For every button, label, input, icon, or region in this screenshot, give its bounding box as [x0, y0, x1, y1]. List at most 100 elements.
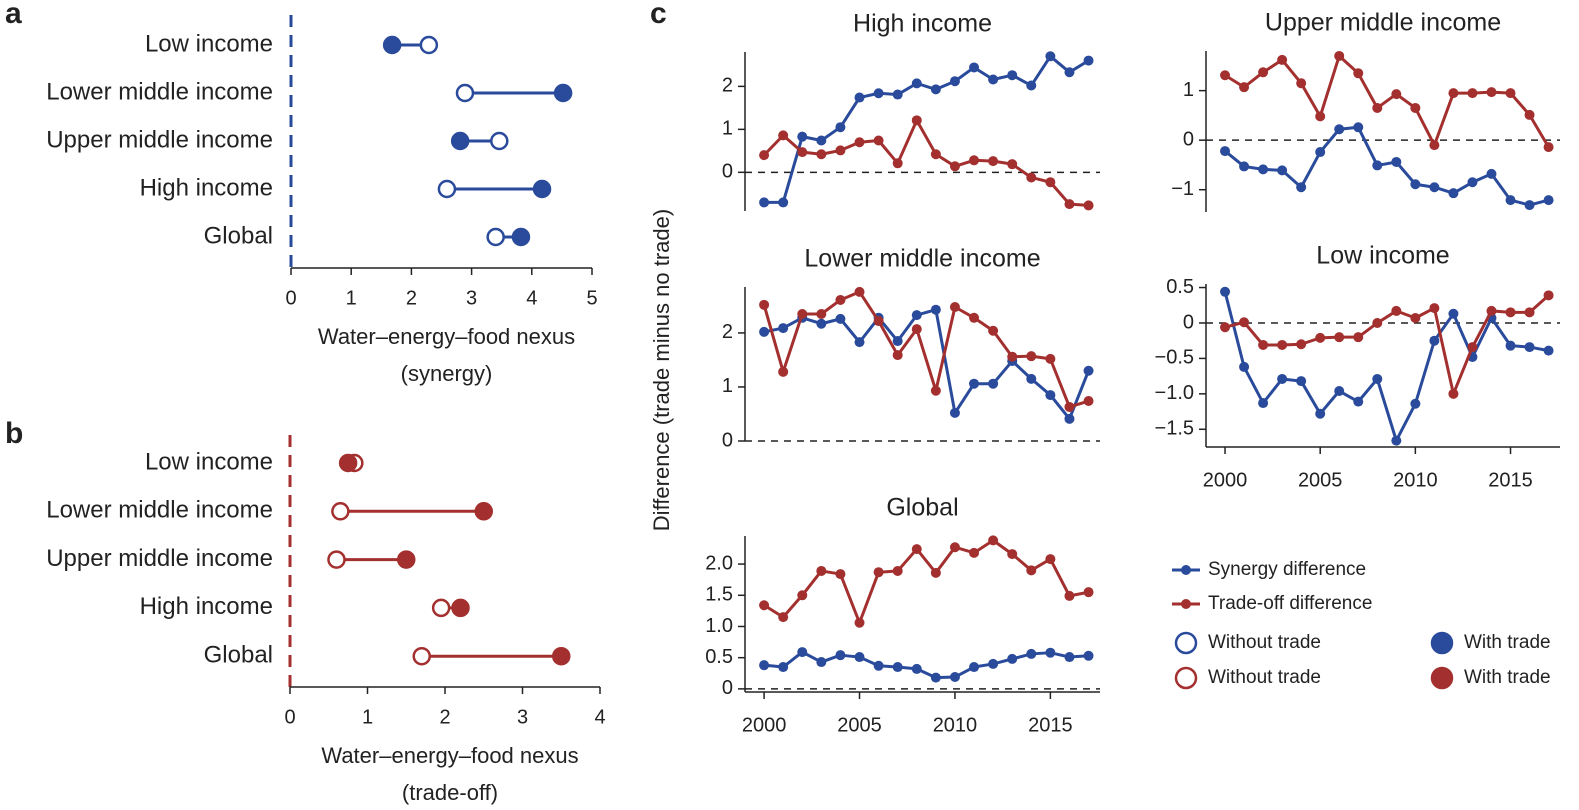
series-point	[1505, 195, 1516, 206]
series-point	[1083, 587, 1094, 598]
x-tick-label: 3	[466, 287, 477, 309]
category-label: High income	[140, 593, 273, 620]
series-point	[1391, 156, 1402, 167]
panel-title: Lower middle income	[804, 245, 1040, 273]
series-point	[1353, 396, 1364, 407]
series-point	[1315, 111, 1326, 122]
series-point	[1007, 653, 1018, 664]
series-point	[1277, 339, 1288, 350]
series-point	[759, 150, 770, 161]
dumbbell-point	[397, 550, 416, 569]
series-line	[1223, 291, 1549, 443]
series-point	[1007, 549, 1018, 560]
series-point	[1045, 353, 1056, 364]
series-point	[911, 544, 922, 555]
series-point	[988, 74, 999, 85]
series-point	[1045, 554, 1056, 565]
series-point	[1372, 317, 1383, 328]
dumbbell-point	[486, 227, 505, 247]
series-point	[949, 76, 960, 87]
panel-label: b	[5, 417, 23, 450]
series-point	[969, 62, 980, 73]
series-point	[1220, 70, 1231, 81]
dumbbell-point	[331, 502, 350, 521]
category-label: Upper middle income	[46, 126, 273, 153]
series-point	[873, 88, 884, 99]
series-point	[1045, 390, 1056, 401]
series-point	[1505, 88, 1516, 99]
series-line	[763, 118, 1089, 207]
series-point	[949, 161, 960, 172]
series-point	[873, 316, 884, 327]
series-point	[969, 312, 980, 323]
legend-dot	[1181, 565, 1191, 575]
y-tick-label: −1.5	[1155, 418, 1194, 440]
series-point	[1315, 408, 1326, 419]
panel-title: Low income	[1316, 242, 1449, 270]
panel-title: Upper middle income	[1265, 9, 1501, 37]
series-point	[835, 313, 846, 324]
series-point	[835, 569, 846, 580]
y-tick-label: 2	[722, 75, 733, 97]
y-tick-label: 2.0	[705, 552, 733, 574]
series-point	[1239, 161, 1250, 172]
y-tick-label: −0.5	[1155, 347, 1194, 369]
series-point	[1334, 124, 1345, 135]
category-label: Lower middle income	[46, 497, 273, 524]
series-point	[1372, 102, 1383, 113]
y-tick-label: 1	[1183, 79, 1194, 101]
y-tick-label: 0	[722, 429, 733, 451]
panel-title: High income	[853, 10, 992, 38]
series-point	[930, 567, 941, 578]
x-tick-label: 2010	[933, 714, 978, 736]
series-point	[854, 92, 865, 103]
series-point	[1543, 195, 1554, 206]
category-label: High income	[140, 174, 273, 201]
series-point	[759, 197, 770, 208]
series-point	[1524, 307, 1535, 318]
dumbbell-point	[553, 83, 573, 103]
series-point	[1296, 78, 1307, 89]
series-point	[1391, 305, 1402, 316]
series-point	[816, 135, 827, 146]
y-tick-label: 0.5	[1166, 276, 1194, 298]
series-point	[1258, 339, 1269, 350]
x-axis-label: Water–energy–food nexus	[321, 743, 578, 768]
series-point	[1007, 351, 1018, 362]
legend-marker	[1174, 631, 1198, 655]
series-point	[835, 650, 846, 661]
series-point	[873, 660, 884, 671]
series-point	[969, 378, 980, 389]
series-point	[1258, 398, 1269, 409]
category-label: Global	[204, 642, 273, 669]
series-point	[1064, 413, 1075, 424]
y-tick-label: 1	[722, 118, 733, 140]
series-line	[763, 650, 1089, 680]
series-point	[949, 542, 960, 553]
legend-label: Synergy difference	[1208, 559, 1366, 580]
series-point	[1258, 164, 1269, 175]
panel-title: Global	[886, 494, 958, 522]
dumbbell-point	[490, 131, 509, 151]
series-point	[1372, 160, 1383, 171]
panel-label: a	[5, 0, 22, 30]
dumbbell-point	[450, 131, 470, 151]
dumbbell-point	[431, 598, 451, 618]
series-point	[1007, 159, 1018, 170]
category-label: Lower middle income	[46, 78, 273, 105]
series-point	[1064, 199, 1075, 210]
series-point	[1277, 165, 1288, 176]
x-tick-label: 2	[439, 706, 450, 728]
series-point	[854, 652, 865, 663]
legend-marker	[1430, 631, 1454, 655]
y-tick-label: −1.0	[1155, 382, 1194, 404]
category-label: Low income	[145, 448, 273, 475]
series-point	[892, 158, 903, 169]
series-point	[1083, 365, 1094, 376]
series-point	[1296, 182, 1307, 193]
x-tick-label: 2000	[742, 714, 787, 736]
y-tick-label: 0	[722, 161, 733, 183]
dumbbell-point	[455, 83, 475, 103]
